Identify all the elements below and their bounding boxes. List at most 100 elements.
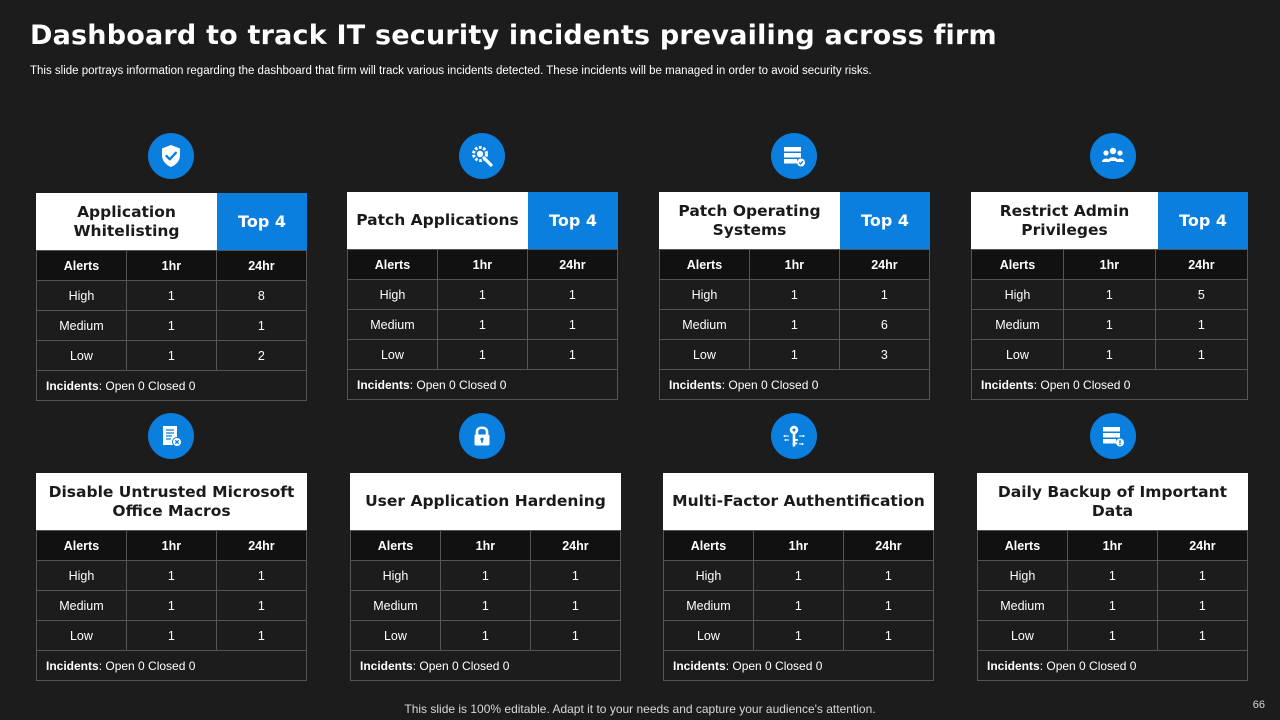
card-disable-office-macros: Disable Untrusted Microsoft Office Macro…: [36, 473, 308, 681]
table-row: Medium 1 6: [659, 309, 931, 340]
alerts-table: Alerts 1hr 24hr High 1 1 Medium 1 1 Low 1 1 Incident…: [36, 530, 308, 681]
incidents-row: Incidents: Open 0 Closed 0: [663, 650, 934, 681]
card-header: User Application Hardening: [350, 473, 621, 530]
card-header: Disable Untrusted Microsoft Office Macro…: [36, 473, 307, 530]
severity-label: Low: [663, 620, 754, 651]
header-1hr: 1hr: [1062, 249, 1156, 280]
incidents-status: : Open 0 Closed 0: [412, 658, 510, 673]
table-header-row: Alerts 1hr 24hr: [971, 249, 1249, 280]
count-24hr: 1: [526, 279, 619, 310]
table-row: High 1 1: [659, 279, 931, 310]
header-24hr: 24hr: [1156, 530, 1249, 561]
card-header: Daily Backup of Important Data: [977, 473, 1248, 530]
table-row: Medium 1 1: [347, 309, 619, 340]
header-1hr: 1hr: [125, 250, 217, 281]
card-patch-operating-systems: Patch Operating Systems Top 4 Alerts 1hr 24h…: [659, 192, 931, 400]
severity-label: Medium: [971, 309, 1064, 340]
server-alert-icon: [1090, 413, 1136, 459]
header-24hr: 24hr: [215, 250, 308, 281]
card-header: Restrict Admin Privileges Top 4: [971, 192, 1248, 249]
header-alerts: Alerts: [36, 250, 127, 281]
alerts-table: Alerts 1hr 24hr High 1 1 Medium 1 1 Low 1 1 Incident…: [350, 530, 622, 681]
count-1hr: 1: [439, 590, 531, 621]
incidents-cell: Incidents: Open 0 Closed 0: [971, 369, 1248, 400]
count-24hr: 1: [842, 620, 935, 651]
header-alerts: Alerts: [350, 530, 441, 561]
count-24hr: 1: [529, 620, 622, 651]
count-1hr: 1: [125, 310, 217, 341]
top-badge: Top 4: [840, 192, 930, 249]
incidents-row: Incidents: Open 0 Closed 0: [971, 369, 1248, 400]
count-1hr: 1: [752, 560, 844, 591]
count-24hr: 1: [1154, 309, 1249, 340]
alerts-table: Alerts 1hr 24hr High 1 1 Medium 1 6 Low 1 3 Incident…: [659, 249, 931, 400]
count-1hr: 1: [748, 279, 840, 310]
severity-label: High: [350, 560, 441, 591]
incidents-status: : Open 0 Closed 0: [721, 377, 819, 392]
table-row: High 1 1: [347, 279, 619, 310]
count-1hr: 1: [439, 560, 531, 591]
table-row: Low 1 1: [977, 620, 1249, 651]
card-multi-factor-authentification: Multi-Factor Authentification Alerts 1hr 24…: [663, 473, 935, 681]
incidents-row: Incidents: Open 0 Closed 0: [977, 650, 1248, 681]
page-number: 66: [1252, 699, 1265, 711]
card-title: Restrict Admin Privileges: [999, 201, 1130, 239]
count-1hr: 1: [748, 339, 840, 370]
table-row: High 1 1: [977, 560, 1249, 591]
count-1hr: 1: [1066, 620, 1158, 651]
table-row: Low 1 3: [659, 339, 931, 370]
card-header: Multi-Factor Authentification: [663, 473, 934, 530]
count-1hr: 1: [1062, 339, 1156, 370]
card-application-whitelisting: Application Whitelisting Top 4 Alerts 1hr 24…: [36, 193, 308, 401]
card-daily-backup: Daily Backup of Important Data Alerts 1hr 2…: [977, 473, 1249, 681]
incidents-cell: Incidents: Open 0 Closed 0: [977, 650, 1248, 681]
incidents-status: : Open 0 Closed 0: [725, 658, 823, 673]
count-24hr: 6: [838, 309, 931, 340]
count-1hr: 1: [439, 620, 531, 651]
count-1hr: 1: [752, 590, 844, 621]
count-24hr: 1: [215, 620, 308, 651]
severity-label: High: [971, 279, 1064, 310]
header-1hr: 1hr: [436, 249, 528, 280]
count-24hr: 1: [1154, 339, 1249, 370]
table-row: Low 1 1: [663, 620, 935, 651]
incidents-status: : Open 0 Closed 0: [98, 378, 196, 393]
count-24hr: 1: [215, 560, 308, 591]
count-24hr: 1: [838, 279, 931, 310]
severity-label: Low: [36, 340, 127, 371]
card-patch-applications: Patch Applications Top 4 Alerts 1hr 24hr High…: [347, 192, 619, 400]
incidents-label: Incidents: [981, 377, 1034, 392]
table-header-row: Alerts 1hr 24hr: [347, 249, 619, 280]
table-header-row: Alerts 1hr 24hr: [663, 530, 935, 561]
card-title: Daily Backup of Important Data: [997, 482, 1228, 520]
count-24hr: 1: [526, 309, 619, 340]
severity-label: Low: [977, 620, 1068, 651]
count-1hr: 1: [1062, 309, 1156, 340]
page-subtitle: This slide portrays information regardin…: [30, 65, 872, 77]
incidents-label: Incidents: [46, 658, 99, 673]
incidents-cell: Incidents: Open 0 Closed 0: [36, 650, 307, 681]
incidents-row: Incidents: Open 0 Closed 0: [659, 369, 930, 400]
count-24hr: 1: [1156, 560, 1249, 591]
table-row: High 1 1: [663, 560, 935, 591]
incidents-label: Incidents: [360, 658, 413, 673]
header-24hr: 24hr: [842, 530, 935, 561]
severity-label: Medium: [36, 310, 127, 341]
severity-label: Medium: [347, 309, 438, 340]
table-header-row: Alerts 1hr 24hr: [36, 530, 308, 561]
padlock-icon: [459, 413, 505, 459]
count-24hr: 1: [215, 310, 308, 341]
severity-label: High: [663, 560, 754, 591]
severity-label: Low: [971, 339, 1064, 370]
table-header-row: Alerts 1hr 24hr: [36, 250, 308, 281]
header-1hr: 1hr: [125, 530, 217, 561]
incidents-row: Incidents: Open 0 Closed 0: [347, 369, 618, 400]
incidents-row: Incidents: Open 0 Closed 0: [36, 370, 307, 401]
count-1hr: 1: [748, 309, 840, 340]
count-1hr: 1: [125, 560, 217, 591]
header-alerts: Alerts: [347, 249, 438, 280]
severity-label: Low: [347, 339, 438, 370]
severity-label: Medium: [36, 590, 127, 621]
header-24hr: 24hr: [215, 530, 308, 561]
card-header: Application Whitelisting Top 4: [36, 193, 307, 250]
